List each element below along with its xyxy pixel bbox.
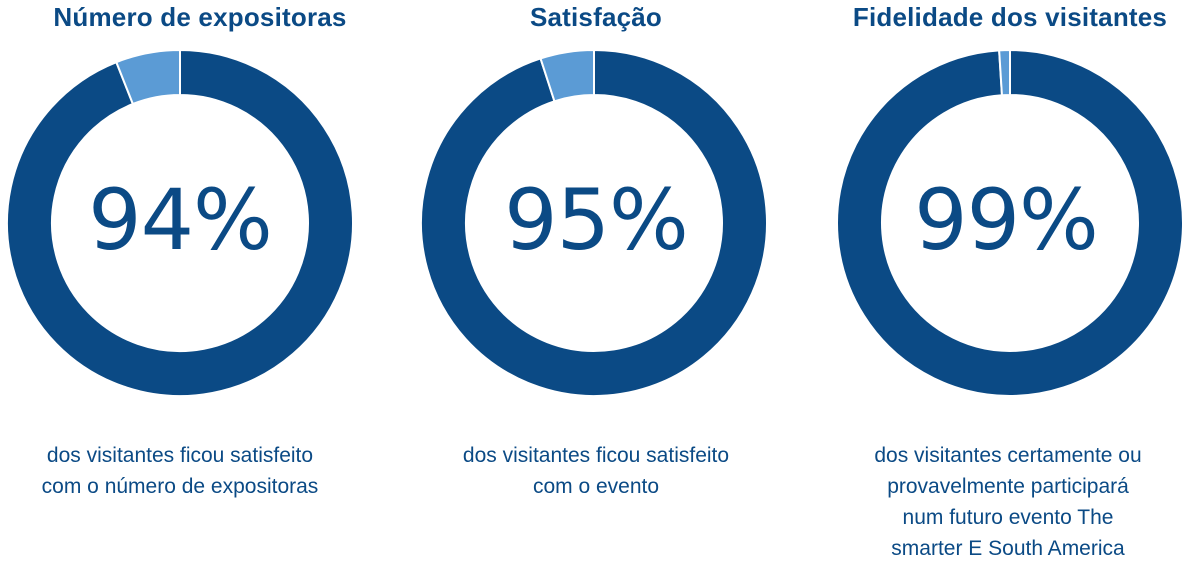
chart-caption: dos visitantes ficou satisfeito com o nú… (41, 444, 319, 498)
chart-panel-satisfacao: Satisfação 95% dos visitantes ficou sati… (396, 0, 796, 567)
center-percentage: 95% (504, 171, 689, 269)
donut-chart (6, 48, 354, 397)
donut-slice-remainder (998, 48, 1011, 97)
donut-slice-main (6, 48, 354, 397)
chart-title: Satisfação (529, 2, 663, 32)
donut-slice-main (836, 48, 1184, 397)
chart-title: Fidelidade dos visitantes (852, 2, 1168, 32)
donut-slice-remainder (115, 48, 181, 106)
chart-caption: dos visitantes certamente ou provavelmen… (874, 444, 1142, 560)
chart-title: Número de expositoras (53, 2, 347, 32)
center-percentage: 99% (914, 171, 1099, 269)
donut-slice-main (420, 48, 768, 397)
donut-chart (420, 48, 768, 397)
chart-panel-expositoras: Número de expositoras 94% dos visitantes… (0, 0, 400, 567)
chart-caption: dos visitantes ficou satisfeito com o ev… (462, 444, 730, 498)
donut-chart (836, 48, 1184, 397)
donut-slice-remainder (539, 48, 595, 103)
chart-panel-fidelidade: Fidelidade dos visitantes 99% dos visita… (810, 0, 1192, 567)
center-percentage: 94% (88, 171, 273, 269)
